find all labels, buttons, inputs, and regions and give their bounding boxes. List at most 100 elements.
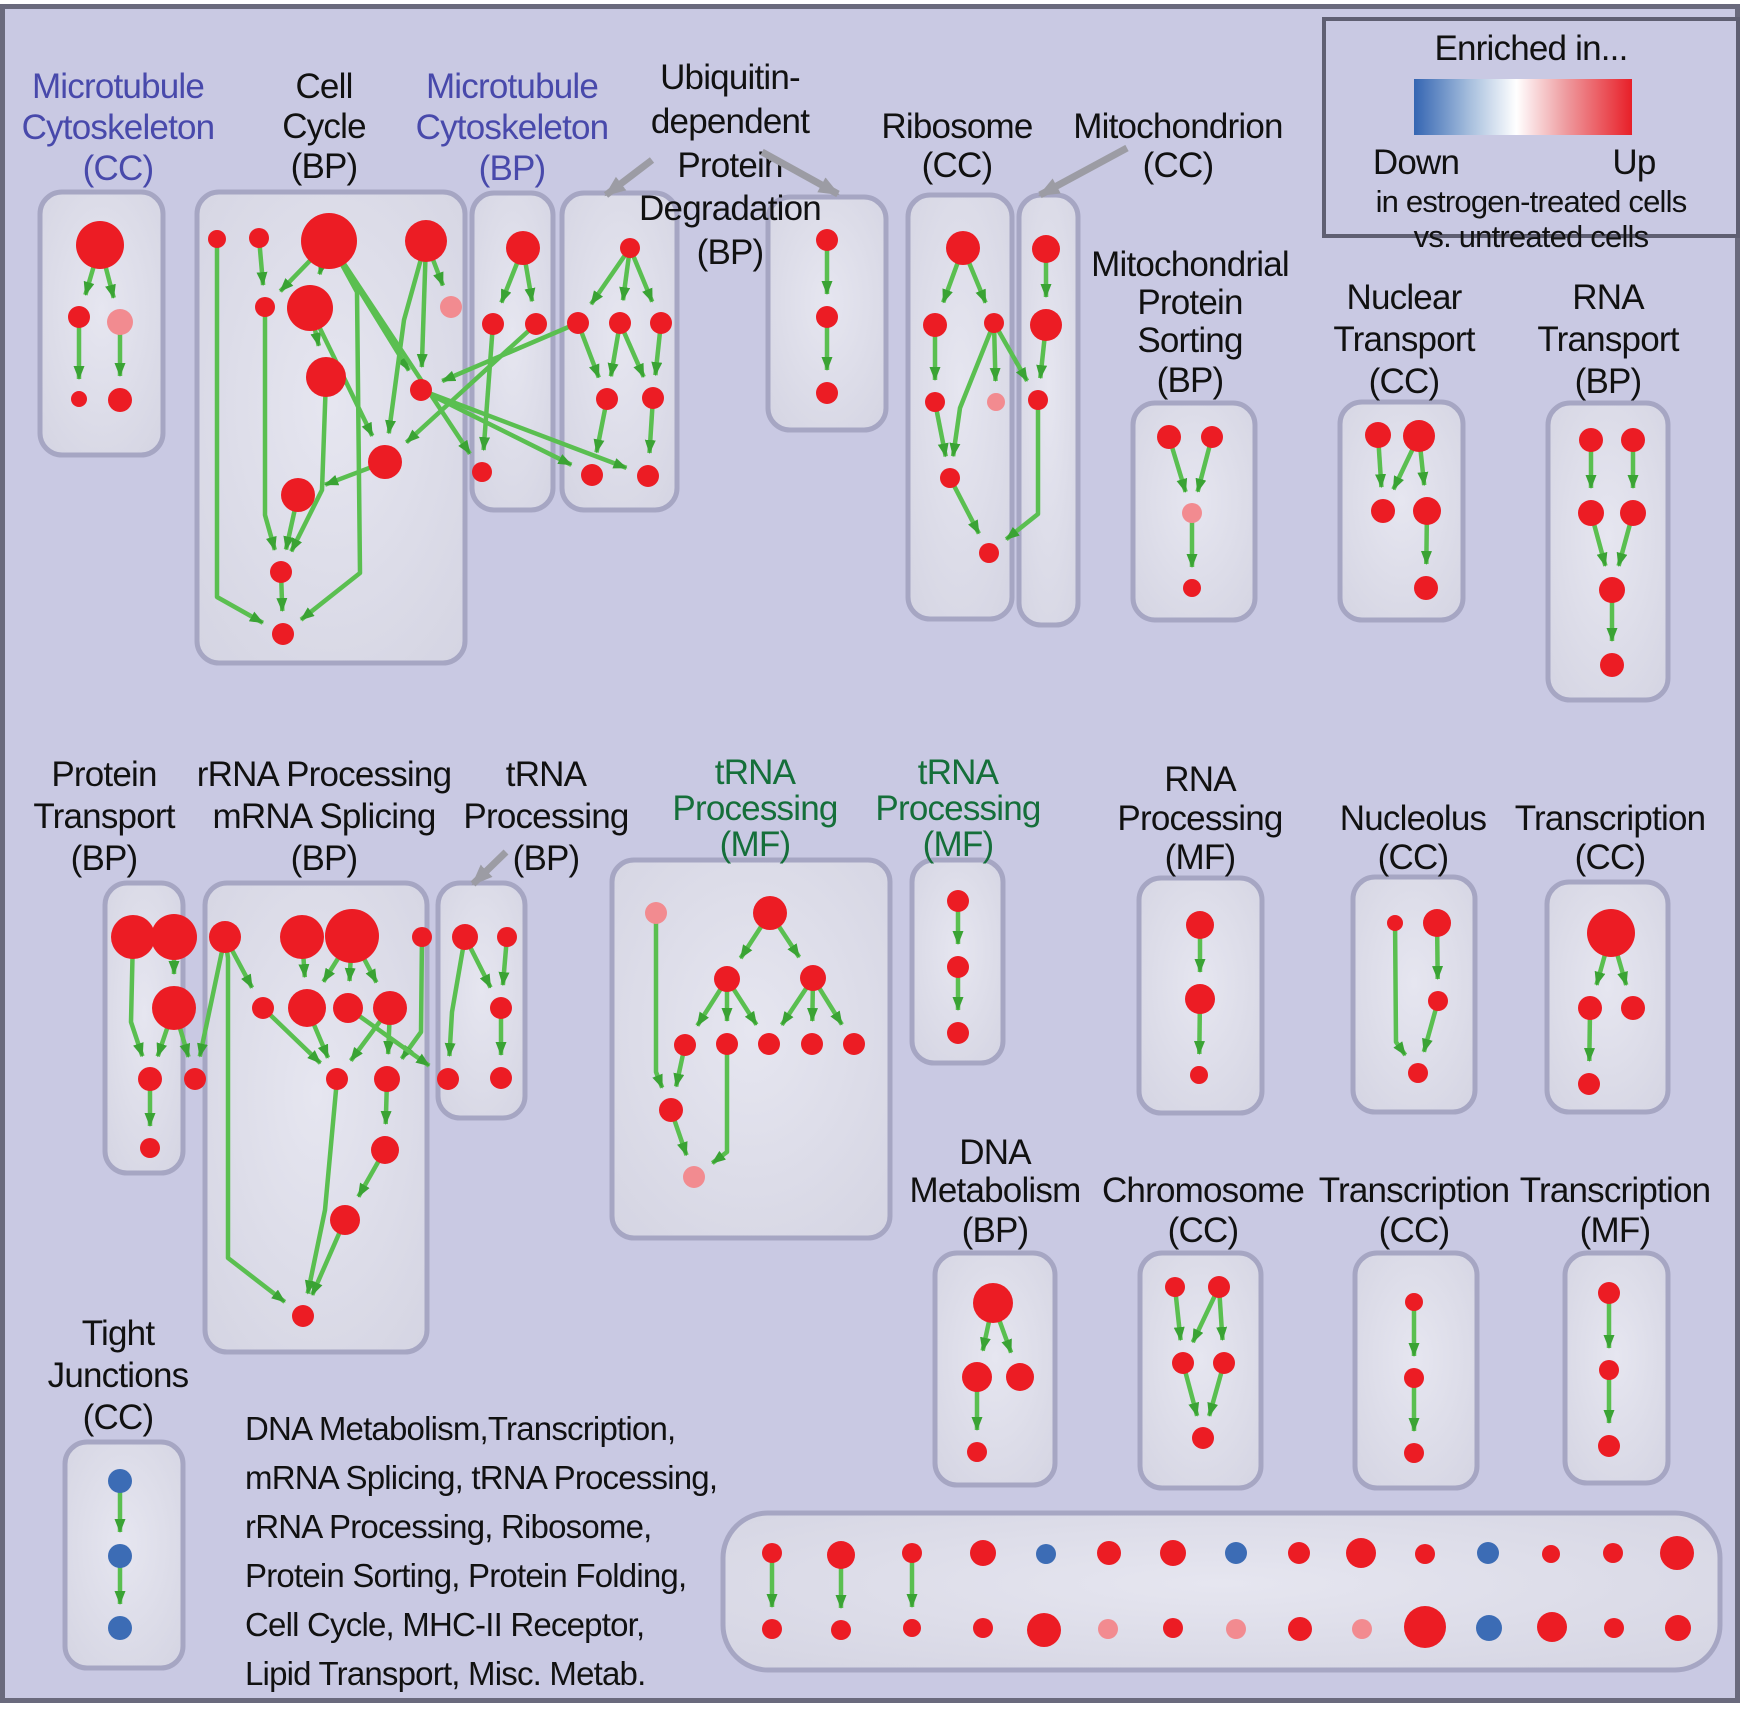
node-misc_box-b8-pink — [1226, 1619, 1246, 1639]
group-mt_cc-label-line-0: Microtubule — [32, 67, 204, 106]
node-misc_box-t1-red — [762, 1543, 782, 1563]
group-dna_met-label-line-2: (BP) — [962, 1211, 1029, 1250]
node-mps-tr-red — [1201, 426, 1223, 448]
edge-ribosome-mr-cv — [949, 329, 994, 458]
node-trna_bp-tl-red — [452, 924, 478, 950]
node-misc_box-t6-red — [1097, 1541, 1121, 1565]
group-trna_mf_small-label-line-0: tRNA — [918, 753, 1000, 792]
node-mt_bp-bot-red — [472, 462, 492, 482]
node-misc_box-t2-red — [827, 1541, 855, 1569]
node-cell_cycle-n2-red — [249, 228, 269, 248]
node-rna_transport-tl-red — [1579, 428, 1603, 452]
group-mps-label-line-0: Mitochondrial — [1091, 245, 1289, 284]
edge-trna_mf_big-mL-r0 — [695, 987, 723, 1027]
group-transcription_cc2-label-line-0: Transcription — [1515, 799, 1706, 838]
node-transcription_cc3-a-red — [1405, 1293, 1423, 1311]
edge-cross-mito.low-ribosome.bot — [1004, 408, 1041, 542]
edge-cross-ribosome.mr-mito.low — [996, 328, 1030, 383]
node-trna_mf_small-a-red — [947, 890, 969, 912]
edge-rrna-top1-bot — [224, 950, 287, 1304]
edge-mt_cc-a-c — [103, 265, 116, 299]
edge-trna_mf_big-low-botPk — [672, 1118, 689, 1157]
node-trna_mf_big-botPk-pink — [683, 1166, 705, 1188]
edge-ribosome-cv-bot — [951, 484, 981, 535]
node-mito-mid-red — [1030, 309, 1062, 341]
node-rna_transport-mr-red — [1620, 500, 1646, 526]
edge-rrna-r2b-r3a — [311, 1022, 331, 1059]
group-nuclear_transport-label-line-1: Transport — [1333, 320, 1475, 359]
misc-cluster-note: DNA Metabolism,Transcription, mRNA Splic… — [245, 1404, 745, 1698]
node-protein_transport-bigL-red — [111, 915, 155, 959]
edge-cell_cycle-n12-n13 — [276, 580, 288, 612]
edge-mt_bp-top-rowR — [523, 262, 536, 303]
node-misc_box-t3-red — [902, 1543, 922, 1563]
node-mito-low-red — [1028, 390, 1048, 410]
annotation-arrow-mitochondrion-label-to-box — [1038, 144, 1129, 199]
node-trna_bp-tr-red — [497, 927, 517, 947]
node-cell_cycle-n7-pink — [440, 296, 462, 318]
edge-ribosome-top-mr — [966, 261, 988, 304]
node-rrna-bot-red — [292, 1305, 314, 1327]
edge-mito-mid-low — [1036, 338, 1048, 380]
edge-mps-tl-pk — [1169, 445, 1188, 493]
legend-up-label: Up — [1612, 143, 1656, 182]
edge-cell_cycle-n4-n10 — [385, 258, 424, 435]
group-chromosome-label-line-0: Chromosome — [1102, 1171, 1304, 1210]
node-cell_cycle-n3-red — [301, 213, 357, 269]
group-mt_cc-box — [37, 189, 166, 458]
node-chromosome-tr-red — [1208, 1276, 1230, 1298]
node-ubiq-top-red — [620, 238, 640, 258]
node-misc_box-t13-red — [1542, 1545, 1560, 1563]
node-dna_met-ml-red — [962, 1362, 992, 1392]
group-mt_cc-label-line-2: (CC) — [83, 149, 154, 188]
node-rrna-mid-red — [371, 1136, 399, 1164]
node-mt_cc-b-red — [68, 306, 90, 328]
group-mps-label-line-2: Sorting — [1137, 321, 1242, 360]
edge-ubiq-rowR-midR — [651, 331, 663, 377]
node-trna_mf_small-c-red — [947, 1022, 969, 1044]
node-misc_box-b14-red — [1604, 1618, 1624, 1638]
group-nuclear_transport-box — [1337, 399, 1466, 623]
group-misc_box-box — [720, 1510, 1723, 1673]
node-ubiq-midL-red — [596, 388, 618, 410]
group-trna_mf_big-label-line-0: tRNA — [715, 753, 797, 792]
group-rna_transport-label-line-1: Transport — [1537, 320, 1679, 359]
edge-chromosome-tr-ml — [1190, 1294, 1218, 1344]
group-mt_bp-label-line-2: (BP) — [479, 149, 546, 188]
edge-trna_mf_big-mR-r3 — [807, 988, 819, 1022]
edge-chromosome-mr-bot — [1207, 1371, 1224, 1417]
edge-cell_cycle-n6-n10 — [317, 325, 375, 437]
node-mt_cc-a-red — [76, 221, 124, 269]
legend: Enriched in... Down Up in estrogen-treat… — [1322, 17, 1740, 254]
node-trna_bp-lowL-red — [437, 1068, 459, 1090]
node-tight_junctions-c-blue — [108, 1616, 132, 1640]
edge-chromosome-tl-ml — [1173, 1294, 1185, 1342]
node-trna_bp-lowR-red — [490, 1067, 512, 1089]
edge-dna_met-big-mr — [997, 1319, 1014, 1354]
node-misc_box-b12-blue — [1476, 1615, 1502, 1641]
node-protein_transport-bigR-red — [151, 914, 197, 960]
group-nucleolus-box — [1350, 874, 1478, 1115]
node-ribosome-bot-red — [979, 543, 999, 563]
node-cell_cycle-n12-red — [270, 561, 292, 583]
annotation-arrow-ubiquitin-label-to-right-box — [760, 148, 840, 198]
node-trna_mf_big-bigTop-red — [753, 896, 787, 930]
group-trna_mf_small-label-line-1: Processing — [875, 789, 1040, 828]
node-trna_mf_big-r3-red — [801, 1033, 823, 1055]
node-protein_transport-smL-red — [138, 1067, 162, 1091]
node-rrna-r2a-red — [252, 997, 274, 1019]
node-nucleolus-tr-red — [1423, 909, 1451, 937]
group-rrna-label-line-2: (BP) — [291, 839, 358, 878]
edge-ribosome-top-ml — [941, 261, 961, 304]
node-misc_box-t10-red — [1346, 1538, 1376, 1568]
edge-ubiq-midL-botL — [593, 407, 608, 454]
edge-trna_mf_big-r0-low — [673, 1053, 686, 1088]
node-nuclear_transport-ml-red — [1371, 499, 1395, 523]
edge-cross-rrna.top1-protein_transport.smR — [197, 950, 225, 1058]
group-trna_bp-label-line-0: tRNA — [506, 755, 588, 794]
annotation-arrow-trna-bp-label-to-box — [470, 849, 509, 887]
node-misc_box-t15-red — [1660, 1536, 1694, 1570]
node-rna_transport-ml-red — [1578, 500, 1604, 526]
node-nucleolus-mr-red — [1428, 991, 1448, 1011]
